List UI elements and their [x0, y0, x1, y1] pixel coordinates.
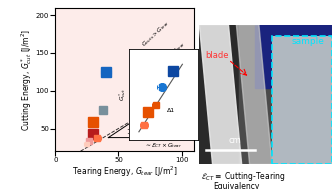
Text: $G_{cuts} > G_{tear}$: $G_{cuts} > G_{tear}$	[140, 19, 173, 50]
Text: 1: 1	[126, 129, 131, 135]
Bar	[255, 25, 332, 88]
Bar	[272, 36, 332, 164]
Polygon shape	[199, 25, 242, 164]
Text: Δ1: Δ1	[167, 108, 175, 113]
Y-axis label: Cutting Energy, $G^*_{cut}$ [J/m$^2$]: Cutting Energy, $G^*_{cut}$ [J/m$^2$]	[19, 28, 34, 131]
Polygon shape	[237, 25, 272, 164]
Text: cm: cm	[229, 136, 242, 145]
X-axis label: Tearing Energy, $G_{tear}$ [J/m$^2$]: Tearing Energy, $G_{tear}$ [J/m$^2$]	[72, 165, 178, 179]
Text: Equivalency: Equivalency	[214, 182, 260, 189]
Text: $\mathcal{E}_{CT}\equiv$ Cutting-Tearing: $\mathcal{E}_{CT}\equiv$ Cutting-Tearing	[201, 170, 285, 183]
Text: blade: blade	[205, 51, 228, 60]
X-axis label: $\sim\mathcal{E}_{CT}\times G_{tear}$: $\sim\mathcal{E}_{CT}\times G_{tear}$	[144, 141, 183, 150]
Y-axis label: $G^*_{cut}$: $G^*_{cut}$	[117, 88, 128, 101]
Bar	[239, 25, 332, 164]
Text: sample: sample	[291, 37, 324, 46]
Text: $G_{cuts} < G_{tear}$: $G_{cuts} < G_{tear}$	[155, 39, 188, 70]
